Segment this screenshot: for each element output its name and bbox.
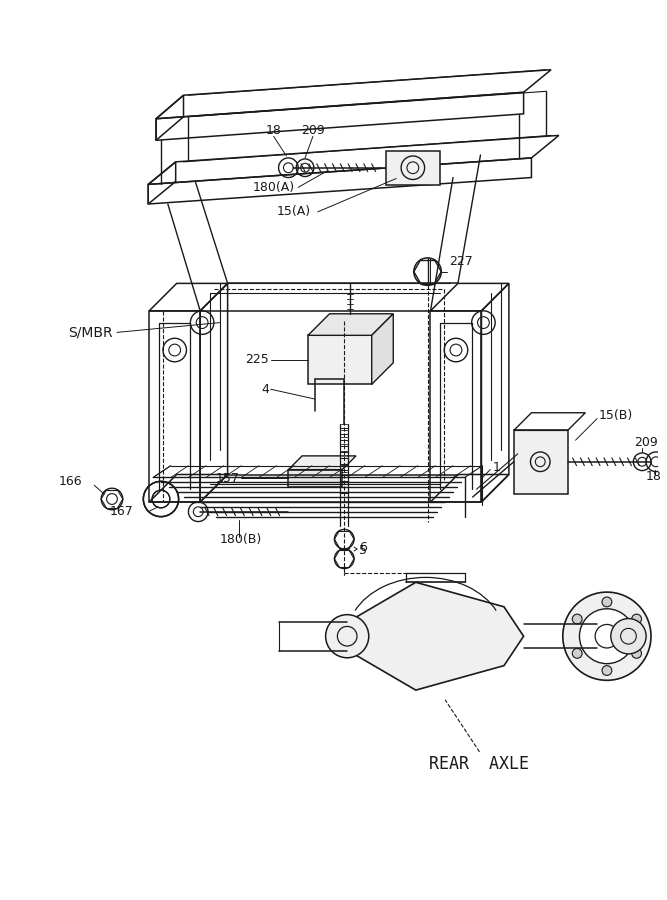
- Polygon shape: [386, 151, 440, 185]
- Text: 167: 167: [110, 505, 133, 518]
- Text: 227: 227: [449, 256, 473, 268]
- Circle shape: [572, 649, 582, 658]
- Circle shape: [602, 666, 612, 675]
- Text: 166: 166: [59, 475, 83, 488]
- Circle shape: [632, 614, 642, 624]
- Text: 4: 4: [261, 382, 269, 396]
- Text: 15(B): 15(B): [599, 410, 633, 422]
- Text: 1: 1: [492, 461, 500, 474]
- Circle shape: [602, 597, 612, 607]
- Text: 18: 18: [265, 124, 281, 137]
- Text: 5: 5: [359, 544, 367, 557]
- Circle shape: [611, 618, 646, 654]
- Text: 225: 225: [245, 354, 269, 366]
- Text: S/MBR: S/MBR: [68, 326, 113, 339]
- Text: 157: 157: [215, 472, 239, 485]
- Polygon shape: [372, 314, 394, 384]
- Circle shape: [580, 608, 634, 663]
- Circle shape: [632, 649, 642, 658]
- Text: 209: 209: [634, 436, 658, 449]
- Circle shape: [325, 615, 369, 658]
- Text: 18: 18: [646, 470, 662, 483]
- Circle shape: [563, 592, 651, 680]
- Polygon shape: [308, 314, 394, 336]
- Text: 15(A): 15(A): [276, 205, 310, 219]
- Polygon shape: [308, 336, 372, 384]
- Circle shape: [572, 614, 582, 624]
- Text: REAR  AXLE: REAR AXLE: [430, 754, 530, 772]
- Text: 180(B): 180(B): [220, 533, 262, 545]
- Text: 6: 6: [359, 541, 367, 554]
- Polygon shape: [514, 430, 568, 494]
- Polygon shape: [288, 456, 356, 470]
- Text: 209: 209: [301, 124, 325, 137]
- Text: 180(A): 180(A): [253, 181, 295, 194]
- Polygon shape: [288, 470, 342, 487]
- Polygon shape: [348, 582, 524, 690]
